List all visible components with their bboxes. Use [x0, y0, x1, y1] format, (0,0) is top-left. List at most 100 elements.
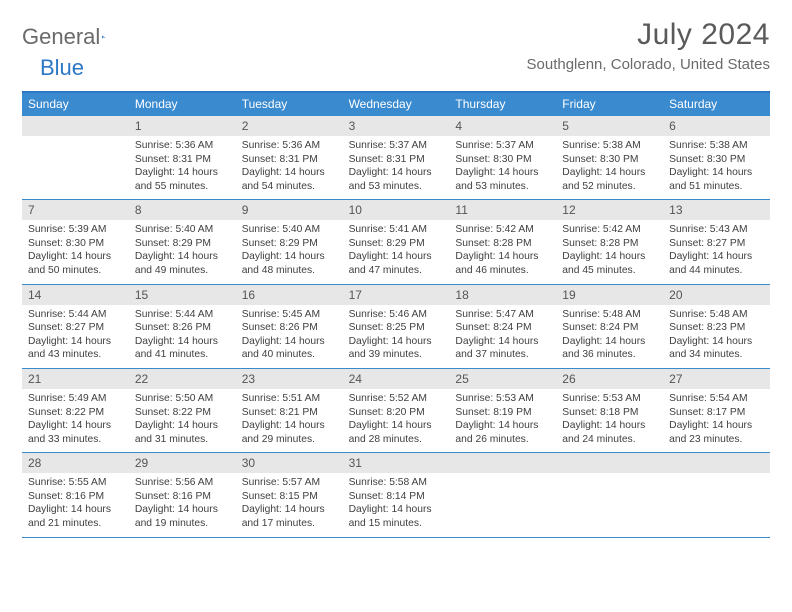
- day-details: Sunrise: 5:50 AMSunset: 8:22 PMDaylight:…: [129, 389, 236, 452]
- detail-line-dl2: and 28 minutes.: [349, 433, 444, 447]
- detail-line-ss: Sunset: 8:16 PM: [28, 490, 123, 504]
- detail-line-dl1: Daylight: 14 hours: [562, 419, 657, 433]
- detail-line-sr: Sunrise: 5:42 AM: [455, 223, 550, 237]
- detail-line-ss: Sunset: 8:30 PM: [28, 237, 123, 251]
- detail-line-sr: Sunrise: 5:43 AM: [669, 223, 764, 237]
- detail-line-dl2: and 31 minutes.: [135, 433, 230, 447]
- detail-line-sr: Sunrise: 5:53 AM: [455, 392, 550, 406]
- detail-line-dl1: Daylight: 14 hours: [135, 250, 230, 264]
- detail-line-dl1: Daylight: 14 hours: [135, 419, 230, 433]
- calendar-cell: 14Sunrise: 5:44 AMSunset: 8:27 PMDayligh…: [22, 285, 129, 368]
- detail-line-dl2: and 36 minutes.: [562, 348, 657, 362]
- calendar-cell: .: [449, 453, 556, 536]
- detail-line-dl1: Daylight: 14 hours: [349, 503, 444, 517]
- detail-line-sr: Sunrise: 5:48 AM: [669, 308, 764, 322]
- detail-line-dl2: and 39 minutes.: [349, 348, 444, 362]
- detail-line-sr: Sunrise: 5:58 AM: [349, 476, 444, 490]
- day-details: Sunrise: 5:37 AMSunset: 8:31 PMDaylight:…: [343, 136, 450, 199]
- detail-line-sr: Sunrise: 5:57 AM: [242, 476, 337, 490]
- detail-line-dl2: and 26 minutes.: [455, 433, 550, 447]
- day-details: Sunrise: 5:44 AMSunset: 8:26 PMDaylight:…: [129, 305, 236, 368]
- calendar-cell: 10Sunrise: 5:41 AMSunset: 8:29 PMDayligh…: [343, 200, 450, 283]
- logo-word1: General: [22, 24, 100, 50]
- detail-line-dl1: Daylight: 14 hours: [455, 335, 550, 349]
- day-details: Sunrise: 5:37 AMSunset: 8:30 PMDaylight:…: [449, 136, 556, 199]
- detail-line-dl2: and 54 minutes.: [242, 180, 337, 194]
- detail-line-ss: Sunset: 8:30 PM: [562, 153, 657, 167]
- calendar-cell: 7Sunrise: 5:39 AMSunset: 8:30 PMDaylight…: [22, 200, 129, 283]
- day-number: 31: [343, 453, 450, 473]
- calendar-cell: 1Sunrise: 5:36 AMSunset: 8:31 PMDaylight…: [129, 116, 236, 199]
- dow-sunday: Sunday: [22, 93, 129, 116]
- calendar-cell: 22Sunrise: 5:50 AMSunset: 8:22 PMDayligh…: [129, 369, 236, 452]
- day-number: 20: [663, 285, 770, 305]
- day-details: Sunrise: 5:40 AMSunset: 8:29 PMDaylight:…: [129, 220, 236, 283]
- detail-line-dl2: and 15 minutes.: [349, 517, 444, 531]
- detail-line-ss: Sunset: 8:15 PM: [242, 490, 337, 504]
- day-details: Sunrise: 5:51 AMSunset: 8:21 PMDaylight:…: [236, 389, 343, 452]
- calendar-cell: 24Sunrise: 5:52 AMSunset: 8:20 PMDayligh…: [343, 369, 450, 452]
- calendar-cell: 23Sunrise: 5:51 AMSunset: 8:21 PMDayligh…: [236, 369, 343, 452]
- day-details: Sunrise: 5:47 AMSunset: 8:24 PMDaylight:…: [449, 305, 556, 368]
- day-details: Sunrise: 5:52 AMSunset: 8:20 PMDaylight:…: [343, 389, 450, 452]
- page: General July 2024 Southglenn, Colorado, …: [0, 0, 792, 548]
- detail-line-ss: Sunset: 8:25 PM: [349, 321, 444, 335]
- day-details: Sunrise: 5:38 AMSunset: 8:30 PMDaylight:…: [556, 136, 663, 199]
- detail-line-ss: Sunset: 8:27 PM: [669, 237, 764, 251]
- detail-line-sr: Sunrise: 5:46 AM: [349, 308, 444, 322]
- detail-line-sr: Sunrise: 5:48 AM: [562, 308, 657, 322]
- logo: General: [22, 24, 128, 50]
- day-details: Sunrise: 5:48 AMSunset: 8:23 PMDaylight:…: [663, 305, 770, 368]
- week-row: .1Sunrise: 5:36 AMSunset: 8:31 PMDayligh…: [22, 116, 770, 200]
- detail-line-sr: Sunrise: 5:53 AM: [562, 392, 657, 406]
- detail-line-dl2: and 52 minutes.: [562, 180, 657, 194]
- detail-line-dl2: and 41 minutes.: [135, 348, 230, 362]
- detail-line-dl2: and 47 minutes.: [349, 264, 444, 278]
- detail-line-sr: Sunrise: 5:38 AM: [669, 139, 764, 153]
- day-number: 29: [129, 453, 236, 473]
- detail-line-dl1: Daylight: 14 hours: [455, 166, 550, 180]
- day-details: Sunrise: 5:56 AMSunset: 8:16 PMDaylight:…: [129, 473, 236, 536]
- day-number: 9: [236, 200, 343, 220]
- day-details: Sunrise: 5:39 AMSunset: 8:30 PMDaylight:…: [22, 220, 129, 283]
- detail-line-dl1: Daylight: 14 hours: [135, 503, 230, 517]
- calendar-cell: 15Sunrise: 5:44 AMSunset: 8:26 PMDayligh…: [129, 285, 236, 368]
- day-number: .: [556, 453, 663, 473]
- detail-line-sr: Sunrise: 5:44 AM: [135, 308, 230, 322]
- detail-line-ss: Sunset: 8:31 PM: [135, 153, 230, 167]
- detail-line-sr: Sunrise: 5:47 AM: [455, 308, 550, 322]
- calendar-cell: 11Sunrise: 5:42 AMSunset: 8:28 PMDayligh…: [449, 200, 556, 283]
- detail-line-dl2: and 45 minutes.: [562, 264, 657, 278]
- detail-line-sr: Sunrise: 5:44 AM: [28, 308, 123, 322]
- detail-line-ss: Sunset: 8:22 PM: [28, 406, 123, 420]
- day-details: [556, 473, 663, 482]
- day-details: Sunrise: 5:40 AMSunset: 8:29 PMDaylight:…: [236, 220, 343, 283]
- detail-line-sr: Sunrise: 5:49 AM: [28, 392, 123, 406]
- detail-line-dl1: Daylight: 14 hours: [242, 250, 337, 264]
- weeks-container: . 1Sunrise: 5:36 AMSunset: 8:31 PMDayligh…: [22, 116, 770, 538]
- calendar-cell: 20Sunrise: 5:48 AMSunset: 8:23 PMDayligh…: [663, 285, 770, 368]
- day-details: Sunrise: 5:53 AMSunset: 8:18 PMDaylight:…: [556, 389, 663, 452]
- detail-line-ss: Sunset: 8:31 PM: [242, 153, 337, 167]
- detail-line-ss: Sunset: 8:28 PM: [562, 237, 657, 251]
- detail-line-dl2: and 51 minutes.: [669, 180, 764, 194]
- detail-line-ss: Sunset: 8:24 PM: [562, 321, 657, 335]
- detail-line-dl1: Daylight: 14 hours: [669, 335, 764, 349]
- calendar-cell: 4Sunrise: 5:37 AMSunset: 8:30 PMDaylight…: [449, 116, 556, 199]
- day-details: Sunrise: 5:42 AMSunset: 8:28 PMDaylight:…: [449, 220, 556, 283]
- detail-line-ss: Sunset: 8:20 PM: [349, 406, 444, 420]
- day-details: Sunrise: 5:45 AMSunset: 8:26 PMDaylight:…: [236, 305, 343, 368]
- detail-line-ss: Sunset: 8:30 PM: [455, 153, 550, 167]
- day-number: 19: [556, 285, 663, 305]
- day-number: 6: [663, 116, 770, 136]
- detail-line-dl2: and 53 minutes.: [455, 180, 550, 194]
- detail-line-ss: Sunset: 8:26 PM: [135, 321, 230, 335]
- calendar-cell: 25Sunrise: 5:53 AMSunset: 8:19 PMDayligh…: [449, 369, 556, 452]
- detail-line-dl2: and 44 minutes.: [669, 264, 764, 278]
- day-details: Sunrise: 5:49 AMSunset: 8:22 PMDaylight:…: [22, 389, 129, 452]
- dow-wednesday: Wednesday: [343, 93, 450, 116]
- detail-line-dl2: and 21 minutes.: [28, 517, 123, 531]
- detail-line-sr: Sunrise: 5:37 AM: [349, 139, 444, 153]
- detail-line-dl2: and 37 minutes.: [455, 348, 550, 362]
- day-number: 12: [556, 200, 663, 220]
